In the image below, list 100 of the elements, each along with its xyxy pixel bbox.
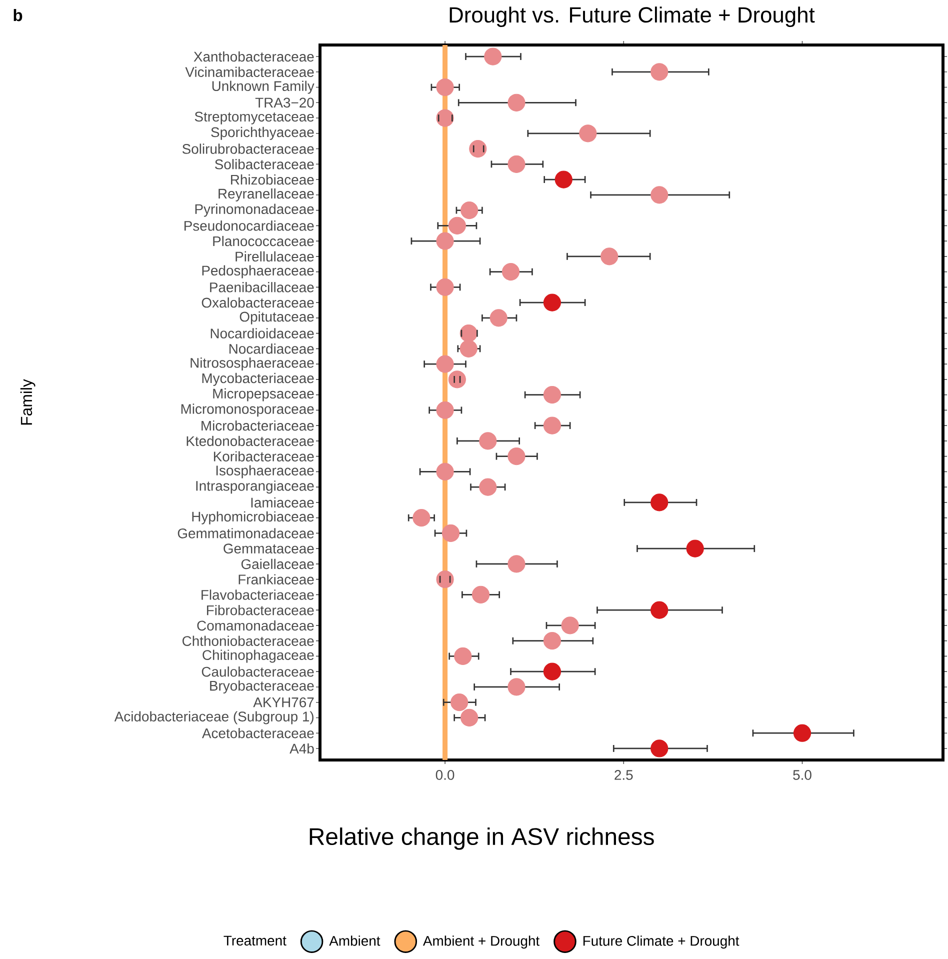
y-tick-label: Paenibacillaceae bbox=[210, 282, 314, 292]
x-tick-label: 5.0 bbox=[793, 770, 812, 780]
y-tick-label: AKYH767 bbox=[253, 697, 314, 708]
y-tick-label: Xanthobacteraceae bbox=[194, 51, 314, 62]
y-tick-label: Micropepsaceae bbox=[213, 388, 314, 402]
y-tick-label: Fibrobacteraceae bbox=[207, 604, 314, 616]
point bbox=[436, 355, 454, 373]
point bbox=[484, 48, 502, 66]
y-tick-label: Flavobacteriaceae bbox=[202, 590, 314, 600]
y-tick-label: Pirellulaceae bbox=[236, 251, 314, 262]
point bbox=[502, 262, 520, 281]
point bbox=[454, 647, 472, 666]
point bbox=[508, 678, 526, 696]
legend-title: Treatment bbox=[224, 936, 286, 946]
point bbox=[436, 401, 454, 419]
x-tick-label: 2.5 bbox=[614, 770, 633, 780]
point bbox=[650, 601, 668, 619]
y-tick-label: Intrasporangiaceae bbox=[196, 480, 314, 494]
point bbox=[543, 386, 561, 404]
y-tick-label: Acetobacteraceae bbox=[202, 728, 314, 738]
y-tick-label: Nocardiaceae bbox=[229, 344, 314, 354]
y-tick-label: Opitutaceae bbox=[240, 311, 314, 324]
y-tick-label: Chitinophagaceae bbox=[202, 650, 314, 663]
y-tick-label: Chthoniobacteraceae bbox=[182, 636, 314, 646]
point bbox=[436, 570, 454, 588]
point bbox=[436, 109, 454, 127]
point bbox=[508, 448, 526, 466]
y-tick-label: Frankiaceae bbox=[238, 574, 314, 584]
y-tick-label: Oxalobacteraceae bbox=[202, 297, 314, 308]
y-tick-label: Gemmataceae bbox=[224, 544, 314, 554]
point bbox=[450, 694, 468, 712]
y-tick-label: Pedosphaeraceae bbox=[202, 265, 314, 278]
point bbox=[460, 324, 478, 342]
point bbox=[436, 78, 454, 96]
point bbox=[543, 662, 561, 680]
point bbox=[448, 370, 466, 388]
point bbox=[436, 462, 454, 480]
y-tick-label: Pseudonocardiaceae bbox=[184, 220, 314, 231]
y-tick-label: Vicinamibacteraceae bbox=[185, 66, 314, 78]
point bbox=[600, 248, 618, 266]
y-tick-label: Iamiaceae bbox=[251, 497, 314, 508]
y-tick-label: Solirubrobacteraceae bbox=[182, 144, 314, 154]
y-tick-label: Streptomycetaceae bbox=[194, 112, 314, 124]
point bbox=[543, 294, 561, 312]
y-tick-label: Gaiellaceae bbox=[241, 558, 314, 570]
point bbox=[543, 416, 561, 434]
point bbox=[436, 232, 454, 250]
y-tick-label: A4b bbox=[290, 743, 314, 754]
point bbox=[442, 524, 460, 542]
point bbox=[508, 94, 526, 112]
point bbox=[650, 494, 668, 512]
point bbox=[460, 201, 478, 220]
point bbox=[650, 186, 668, 204]
point bbox=[436, 278, 454, 296]
text: b bbox=[14, 9, 22, 22]
point bbox=[579, 124, 597, 142]
y-axis-title: Family bbox=[20, 379, 36, 425]
point bbox=[479, 432, 497, 450]
point bbox=[479, 478, 497, 496]
y-tick-label: Gemmatimonadaceae bbox=[178, 528, 314, 538]
y-tick-label: Reyranellaceae bbox=[218, 188, 314, 202]
point bbox=[650, 63, 668, 81]
point bbox=[554, 170, 572, 188]
legend-label: Ambient bbox=[329, 936, 380, 946]
point bbox=[412, 509, 430, 527]
y-tick-label: Micromonosporaceae bbox=[181, 404, 314, 417]
y-tick-label: Ktedonobacteraceae bbox=[186, 436, 314, 446]
y-tick-label: TRA3−20 bbox=[255, 98, 314, 108]
point bbox=[460, 340, 478, 358]
y-tick-label: Hyphomicrobiaceae bbox=[192, 511, 314, 524]
point bbox=[508, 555, 526, 573]
point bbox=[460, 708, 478, 727]
y-tick-label: Comamonadaceae bbox=[197, 620, 314, 631]
point bbox=[686, 540, 704, 558]
point bbox=[508, 155, 526, 173]
y-tick-label: Microbacteriaceae bbox=[202, 420, 314, 431]
point bbox=[543, 632, 561, 650]
legend-label: Ambient + Drought bbox=[422, 936, 540, 949]
y-tick-label: Nitrososphaeraceae bbox=[190, 358, 314, 371]
y-tick-label: Planococcaceae bbox=[213, 236, 314, 246]
y-tick-label: Caulobacteraceae bbox=[202, 666, 314, 677]
y-tick-label: Pyrinomonadaceae bbox=[195, 204, 314, 217]
point bbox=[448, 216, 466, 234]
y-tick-label: Mycobacteriaceae bbox=[202, 372, 314, 386]
y-tick-label: Unknown Family bbox=[212, 80, 314, 94]
point bbox=[472, 586, 490, 604]
y-tick-label: Isosphaeraceae bbox=[216, 465, 314, 478]
chart-title: Drought vs. Future Climate + Drought bbox=[450, 6, 815, 27]
x-axis-title: Relative change in ASV richness bbox=[310, 828, 654, 850]
y-tick-label: Rhizobiaceae bbox=[231, 174, 314, 185]
x-tick-label: 0.0 bbox=[436, 770, 454, 780]
point bbox=[650, 740, 668, 758]
point bbox=[561, 616, 579, 634]
y-tick-label: Sporichthyaceae bbox=[211, 126, 314, 140]
y-tick-label: Acidobacteriaceae (Subgroup 1) bbox=[114, 711, 314, 724]
y-tick-label: Bryobacteraceae bbox=[210, 680, 314, 694]
point bbox=[490, 309, 508, 327]
y-tick-label: Solibacteraceae bbox=[215, 159, 314, 170]
legend-label: Future Climate + Drought bbox=[583, 936, 740, 949]
y-tick-label: Nocardioidaceae bbox=[210, 328, 314, 338]
